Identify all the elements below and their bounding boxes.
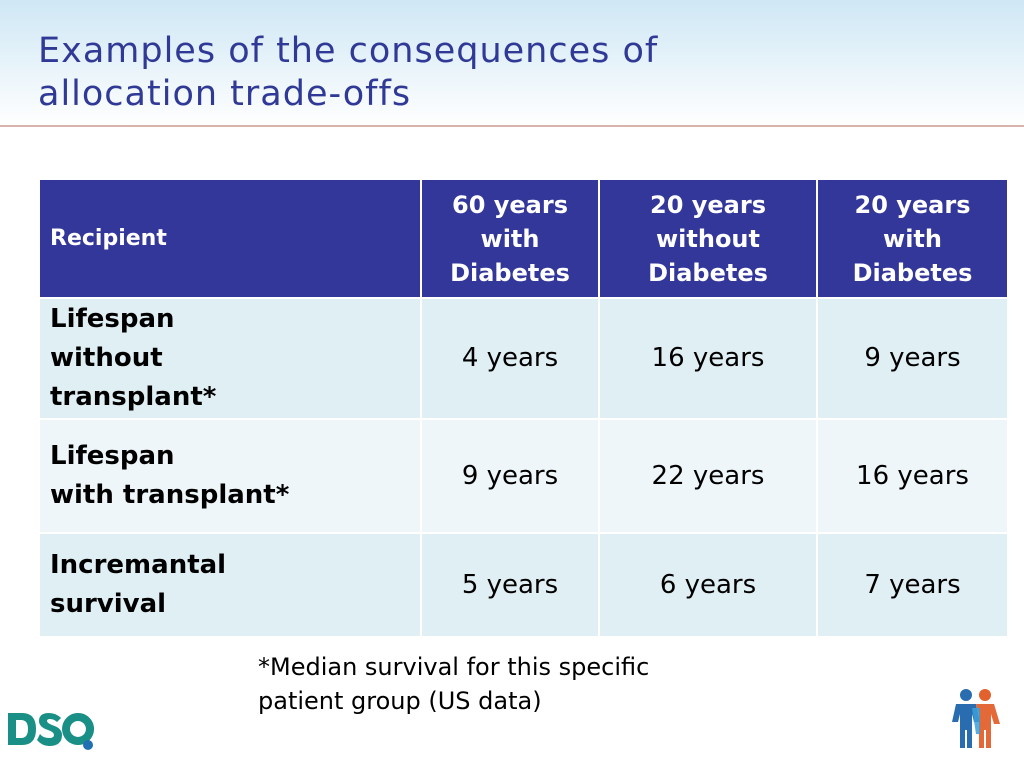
footnote-line-1: *Median survival for this specific: [258, 653, 650, 681]
table-row-lifespan-with-transplant: Lifespan with transplant* 9 years 22 yea…: [38, 418, 1009, 534]
table-cell: 6 years: [598, 532, 818, 638]
slide-title: Examples of the consequences of allocati…: [38, 30, 938, 116]
header-20-without-diabetes-line-2: without: [655, 224, 760, 253]
header-20-without-diabetes-line-1: 20 years: [650, 190, 766, 219]
header-band: [0, 0, 1024, 126]
table-row-lifespan-without-transplant: Lifespan without transplant* 4 years 16 …: [38, 297, 1009, 420]
header-20-without-diabetes: 20 years without Diabetes: [598, 178, 818, 299]
people-logo: [950, 686, 1010, 752]
row-label-line-2: without: [50, 343, 163, 373]
header-60-with-diabetes: 60 years with Diabetes: [420, 178, 600, 299]
header-20-with-diabetes-line-1: 20 years: [854, 190, 971, 219]
row-label-line-2: with transplant*: [50, 480, 290, 510]
row-label-incremental-survival: Incremantal survival: [38, 532, 422, 638]
footnote-line-2: patient group (US data): [258, 687, 542, 715]
header-20-without-diabetes-line-3: Diabetes: [648, 258, 768, 287]
row-label-line-1: Lifespan: [50, 304, 175, 334]
slide-title-line-1: Examples of the consequences of: [38, 31, 659, 71]
table-cell: 22 years: [598, 418, 818, 534]
header-recipient: Recipient: [38, 178, 422, 299]
row-label-line-1: Lifespan: [50, 441, 175, 471]
header-60-with-diabetes-line-3: Diabetes: [450, 258, 570, 287]
table-cell: 16 years: [816, 418, 1009, 534]
row-label-line-2: survival: [50, 589, 167, 619]
row-label-lifespan-without-transplant: Lifespan without transplant*: [38, 297, 422, 420]
table-cell: 16 years: [598, 297, 818, 420]
dso-logo-icon: [8, 713, 95, 750]
row-label-lifespan-with-transplant: Lifespan with transplant*: [38, 418, 422, 534]
table-cell: 9 years: [816, 297, 1009, 420]
slide-title-line-2: allocation trade-offs: [38, 74, 412, 114]
header-20-with-diabetes: 20 years with Diabetes: [816, 178, 1009, 299]
header-20-with-diabetes-line-3: Diabetes: [852, 258, 973, 287]
table-row-incremental-survival: Incremantal survival 5 years 6 years 7 y…: [38, 532, 1009, 638]
header-recipient-label: Recipient: [50, 225, 167, 251]
table-cell: 9 years: [420, 418, 600, 534]
table-cell: 5 years: [420, 532, 600, 638]
row-label-line-3: transplant*: [50, 382, 217, 412]
row-label-line-1: Incremantal: [50, 550, 227, 580]
table-cell: 7 years: [816, 532, 1009, 638]
dso-logo: [6, 705, 96, 755]
tradeoff-table: Recipient 60 years with Diabetes 20 year…: [38, 178, 1009, 638]
header-60-with-diabetes-line-2: with: [480, 224, 540, 253]
footnote: *Median survival for this specific patie…: [258, 650, 778, 718]
header-20-with-diabetes-line-2: with: [883, 224, 942, 253]
table-header-row: Recipient 60 years with Diabetes 20 year…: [38, 178, 1009, 299]
header-60-with-diabetes-line-1: 60 years: [452, 190, 568, 219]
header-divider: [0, 125, 1024, 127]
table-cell: 4 years: [420, 297, 600, 420]
people-logo-icon: [952, 689, 1000, 748]
